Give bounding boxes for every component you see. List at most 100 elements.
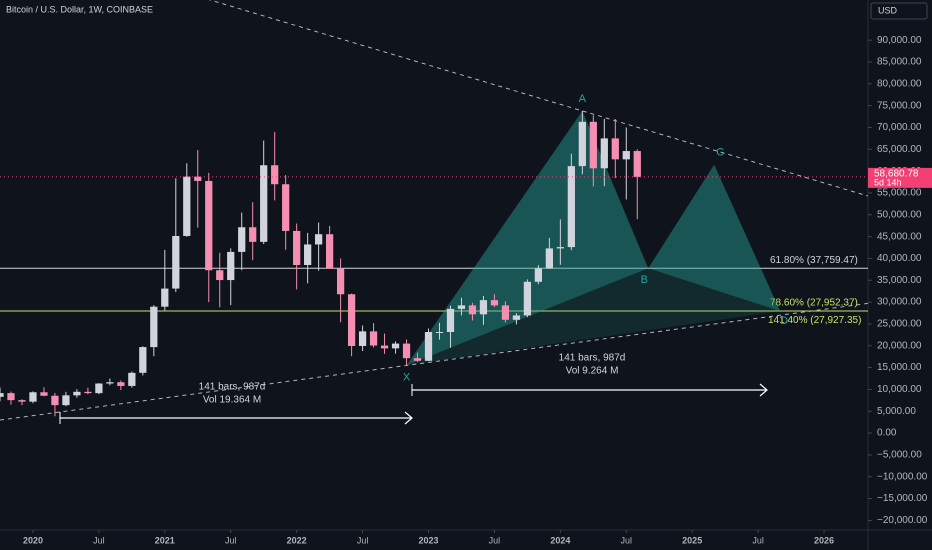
- candle-body: [391, 343, 400, 349]
- y-tick-label: 10,000.00: [877, 384, 922, 395]
- y-tick-label: 35,000.00: [877, 275, 922, 286]
- y-tick-label: 40,000.00: [877, 253, 922, 264]
- x-tick-label: Jul: [225, 535, 237, 545]
- y-tick-label: −5,000.00: [877, 450, 922, 461]
- candle-body: [238, 227, 246, 252]
- y-tick-label: −20,000.00: [877, 515, 928, 526]
- candle-body: [315, 234, 323, 245]
- candle-body: [29, 392, 37, 402]
- pattern-label: X: [403, 371, 411, 383]
- fib-level-label: 61.80% (37,759.47): [770, 255, 858, 266]
- y-tick-label: 20,000.00: [877, 340, 922, 351]
- candle-body: [0, 393, 4, 397]
- candle-body: [282, 184, 290, 231]
- candle-body: [358, 331, 367, 346]
- measure-volume: Vol 9.264 M: [566, 366, 619, 377]
- y-tick-label: 75,000.00: [877, 100, 922, 111]
- measure-arrow: [404, 411, 413, 425]
- candle-body: [7, 393, 15, 401]
- fib-level-label: 78.60% (27,952.37): [770, 298, 858, 309]
- candle-body: [545, 248, 553, 269]
- candle-body: [424, 332, 433, 361]
- candle-body: [347, 294, 356, 346]
- y-tick-label: 30,000.00: [877, 297, 922, 308]
- y-tick-label: 70,000.00: [877, 122, 922, 133]
- x-tick-label: Jul: [357, 535, 369, 545]
- x-tick-label: 2022: [287, 535, 307, 545]
- last-price-countdown: 5d 14h: [874, 177, 902, 187]
- candle-body: [413, 358, 422, 361]
- candle-body: [457, 305, 466, 309]
- y-tick-label: 85,000.00: [877, 57, 922, 68]
- measure-volume: Vol 19.364 M: [203, 395, 261, 406]
- y-tick-label: 90,000.00: [877, 35, 922, 46]
- candle-body: [106, 382, 114, 384]
- y-tick-label: −10,000.00: [877, 471, 928, 482]
- annotation: 141.40% (27,927.35): [768, 315, 861, 326]
- x-tick-label: 2025: [682, 535, 702, 545]
- measure-arrow: [759, 383, 768, 397]
- y-tick-label: 65,000.00: [877, 144, 922, 155]
- candle-body: [369, 331, 378, 346]
- candle-body: [150, 306, 158, 348]
- candle-body: [534, 268, 543, 282]
- currency-box[interactable]: [870, 2, 928, 20]
- candle-body: [40, 392, 48, 396]
- candle-body: [336, 268, 345, 295]
- last-price-label: 58,680.78: [874, 169, 919, 180]
- y-tick-label: 5,000.00: [877, 406, 916, 417]
- candle-body: [128, 372, 136, 386]
- candle-body: [194, 176, 202, 181]
- candle-body: [216, 270, 224, 281]
- candle-body: [95, 383, 103, 394]
- candle-body: [139, 347, 147, 373]
- candle-body: [435, 332, 444, 334]
- candle-body: [633, 151, 641, 177]
- x-tick-label: 2021: [155, 535, 175, 545]
- candle-body: [183, 176, 191, 236]
- y-tick-label: 50,000.00: [877, 209, 922, 220]
- pattern-label: A: [579, 93, 587, 105]
- candle-body: [578, 121, 586, 167]
- candle-body: [402, 343, 411, 359]
- candle-body: [589, 121, 597, 169]
- candle-body: [172, 235, 180, 289]
- candle-body: [611, 138, 619, 160]
- chart-title: Bitcoin / U.S. Dollar, 1W, COINBASE: [6, 4, 153, 14]
- candle-body: [479, 300, 488, 315]
- candle-body: [446, 308, 455, 333]
- candle-body: [293, 230, 301, 265]
- candle-body: [271, 165, 279, 185]
- candle-body: [117, 382, 125, 386]
- candle-body: [304, 244, 312, 265]
- pattern-area: [648, 164, 781, 312]
- last-price-box: [868, 167, 932, 188]
- candle-body: [567, 166, 575, 248]
- x-tick-label: 2020: [23, 535, 43, 545]
- candle-body: [161, 288, 169, 307]
- candle-body: [380, 345, 389, 349]
- candle-body: [468, 305, 477, 315]
- candle-body: [622, 151, 630, 160]
- candle-body: [62, 395, 70, 406]
- candle-body: [260, 165, 268, 242]
- pattern-label: C: [716, 146, 724, 158]
- currency[interactable]: USD: [878, 5, 898, 15]
- trendline: [208, 0, 869, 197]
- measure-bars: 141 bars, 987d: [559, 353, 626, 364]
- x-tick-label: 2023: [418, 535, 438, 545]
- pattern-area: [406, 268, 781, 366]
- y-tick-label: 25,000.00: [877, 319, 922, 330]
- measure-bars: 141 bars, 987d: [199, 382, 266, 393]
- candle-body: [501, 305, 510, 320]
- pattern-label: D: [780, 315, 788, 327]
- x-tick-label: Jul: [621, 535, 633, 545]
- candle-body: [325, 234, 334, 269]
- trendline: [0, 302, 869, 421]
- candle-body: [18, 400, 26, 402]
- candle-body: [556, 247, 564, 249]
- y-tick-label: −15,000.00: [877, 493, 928, 504]
